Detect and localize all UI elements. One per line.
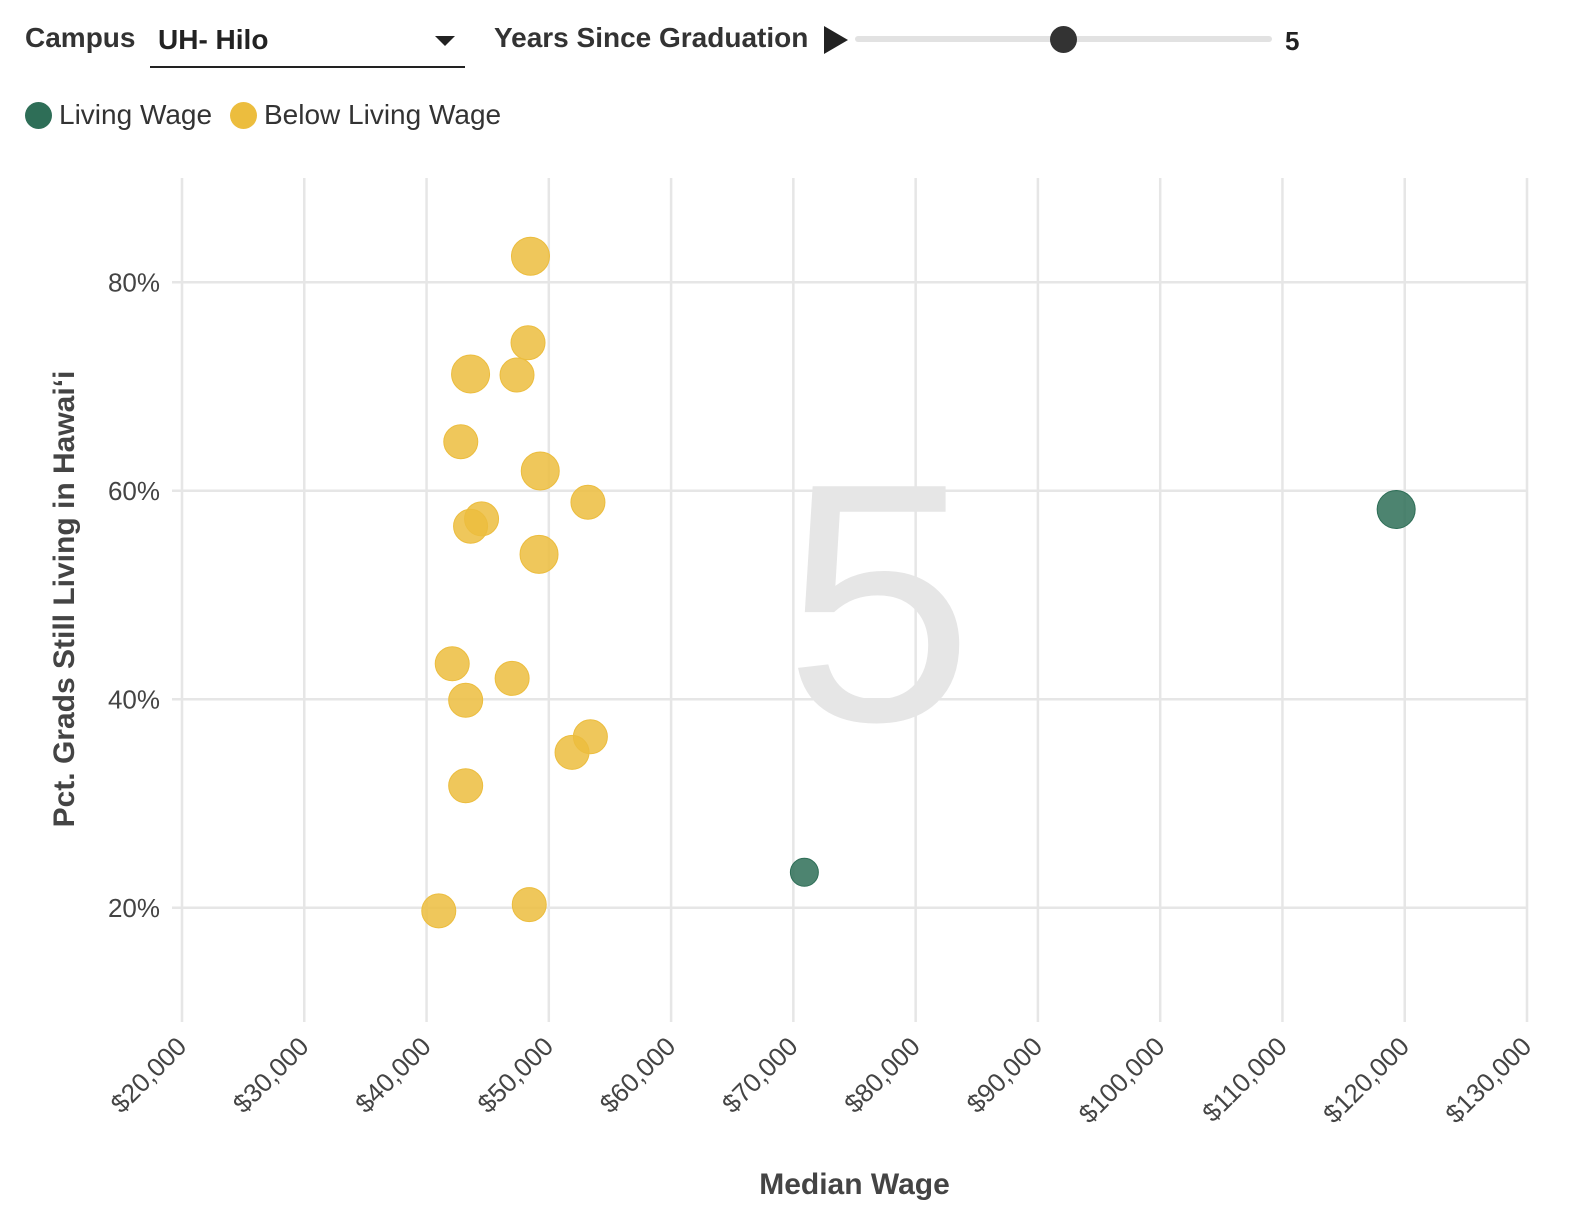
below-living-wage-point[interactable] (448, 682, 484, 718)
years-since-graduation-label: Years Since Graduation (494, 22, 809, 53)
x-tick-label: $90,000 (960, 1031, 1048, 1119)
x-tick-label: $80,000 (838, 1031, 926, 1119)
years-slider-thumb[interactable] (1050, 26, 1077, 53)
x-tick-label: $60,000 (594, 1031, 682, 1119)
years-slider-value: 5 (1285, 26, 1300, 56)
y-axis-title: Pct. Grads Still Living in Hawaiʻi (48, 371, 81, 828)
below-living-wage-point[interactable] (443, 424, 479, 460)
play-icon[interactable] (824, 26, 848, 54)
y-tick-label: 60% (108, 476, 160, 506)
living-wage-point[interactable] (1376, 490, 1416, 530)
x-tick-label: $110,000 (1196, 1031, 1293, 1128)
legend-label-below-living-wage: Below Living Wage (264, 99, 502, 130)
controls-bar: Campus UH- Hilo Years Since Graduation 5 (0, 0, 1578, 80)
x-tick-label: $30,000 (227, 1031, 315, 1119)
y-tick-label: 20% (108, 893, 160, 923)
campus-selected-value: UH- Hilo (158, 24, 269, 55)
x-tick-label: $120,000 (1317, 1031, 1415, 1129)
below-living-wage-point[interactable] (494, 660, 530, 696)
below-living-wage-point[interactable] (519, 534, 559, 574)
data-points (421, 236, 1416, 929)
below-living-wage-point[interactable] (510, 236, 550, 276)
x-axis-title: Median Wage (759, 1168, 950, 1201)
y-tick-label: 40% (108, 684, 160, 714)
x-tick-label: $130,000 (1439, 1031, 1537, 1129)
legend-label-living-wage: Living Wage (59, 99, 213, 130)
chevron-down-icon[interactable] (435, 36, 455, 46)
x-tick-label: $40,000 (349, 1031, 437, 1119)
x-tick-label: $50,000 (471, 1031, 559, 1119)
below-living-wage-point[interactable] (451, 354, 491, 394)
legend-swatch-living-wage (25, 102, 52, 129)
below-living-wage-point[interactable] (554, 734, 590, 770)
y-tick-label: 80% (108, 267, 160, 297)
x-tick-label: $100,000 (1073, 1031, 1171, 1129)
legend-swatch-below-living-wage (230, 102, 257, 129)
grid-lines (172, 178, 1529, 1022)
below-living-wage-point[interactable] (453, 508, 489, 544)
campus-select[interactable]: UH- Hilo (150, 14, 465, 68)
below-living-wage-point[interactable] (570, 484, 606, 520)
living-wage-point[interactable] (789, 857, 819, 887)
below-living-wage-point[interactable] (511, 887, 547, 923)
campus-label: Campus (25, 22, 136, 53)
chart-watermark-year: 5 (784, 413, 973, 793)
below-living-wage-point[interactable] (510, 325, 546, 361)
x-tick-label: $70,000 (716, 1031, 804, 1119)
below-living-wage-point[interactable] (520, 451, 560, 491)
below-living-wage-point[interactable] (434, 646, 470, 682)
x-tick-label: $20,000 (105, 1031, 193, 1119)
below-living-wage-point[interactable] (499, 357, 535, 393)
below-living-wage-point[interactable] (448, 768, 484, 804)
below-living-wage-point[interactable] (421, 893, 457, 929)
